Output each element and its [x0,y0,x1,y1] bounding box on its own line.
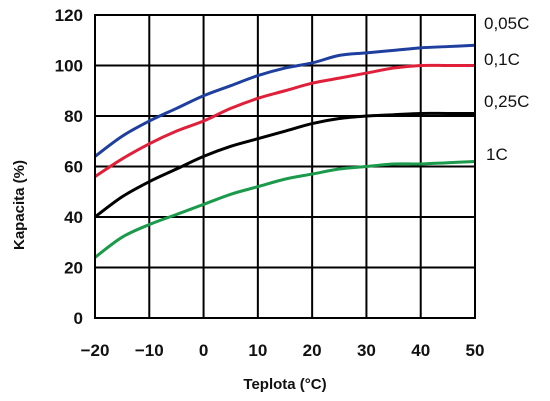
series-line-1C [94,159,476,259]
x-axis-label: Teplota (°C) [243,376,326,393]
x-tick-label: 30 [357,341,376,360]
series-label-01C: 0,1C [484,50,520,69]
x-tick-label: 40 [411,341,430,360]
y-tick-label: 120 [55,6,83,25]
x-tick-label: 50 [466,341,485,360]
x-tick-labels: −20 −10 0 10 20 30 40 50 [81,341,485,360]
series-label-025C: 0,25C [484,92,529,111]
y-tick-labels: 0 20 40 60 80 100 120 [55,6,83,328]
series-lines [94,43,476,259]
y-tick-label: 0 [74,309,83,328]
series-line-01C [94,63,475,178]
y-tick-label: 80 [64,107,83,126]
x-tick-label: 20 [303,341,322,360]
y-tick-label: 20 [64,259,83,278]
series-labels: 0,05C 0,1C 0,25C 1C [484,14,529,164]
grid [94,14,476,319]
x-tick-label: 10 [248,341,267,360]
series-label-005C: 0,05C [484,14,529,33]
y-tick-label: 40 [64,208,83,227]
plot-frame [94,14,476,319]
x-tick-label: 0 [199,341,208,360]
y-tick-label: 60 [64,158,83,177]
y-axis-label: Kapacita (%) [11,160,28,250]
x-tick-label: −10 [135,341,164,360]
x-tick-label: −20 [81,341,110,360]
series-line-025C [94,111,475,219]
series-label-1C: 1C [486,145,508,164]
y-tick-label: 100 [55,57,83,76]
series-line-005C [94,43,476,158]
